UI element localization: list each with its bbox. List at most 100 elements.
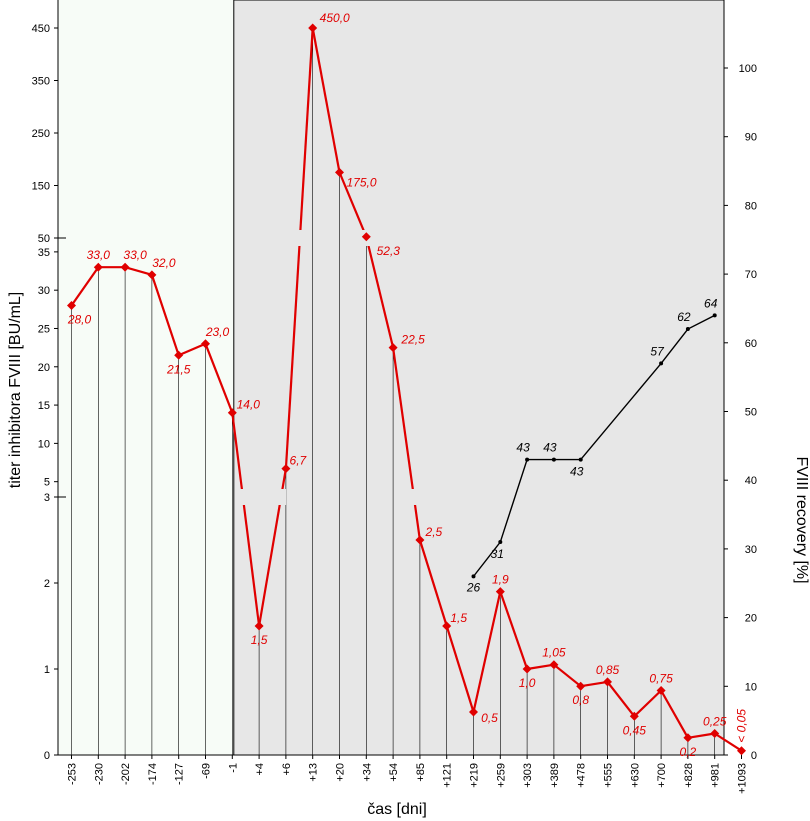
titer-data-label: 23,0 [205,325,230,339]
titer-line-segment [714,732,743,752]
titer-line-segment [606,681,636,717]
x-tick-label: +630 [629,763,641,788]
titer-point [522,664,532,674]
y-tick-label: 30 [38,285,50,297]
x-tick-label: +4 [254,763,266,776]
x-tick-label: +555 [603,763,615,788]
titer-data-label: 14,0 [237,398,261,412]
tick-labels: 0123510152025303550150250350450010203040… [32,23,757,794]
titer-line-segment [231,412,261,627]
x-tick-label: -202 [120,763,132,785]
titer-point [388,343,398,353]
x-tick-label: -253 [67,763,79,785]
titer-line-segment [660,689,689,739]
titer-point [147,270,157,280]
y2-tick-label: 0 [751,750,757,762]
y2-tick-label: 100 [739,63,757,75]
titer-data-label: 0,75 [649,672,673,686]
recovery-point [525,457,530,462]
titer-data-label: 6,7 [290,454,308,468]
y-tick-label: 50 [38,233,50,245]
axes [57,0,725,756]
titer-point [281,464,291,474]
titer-line-segment [178,342,206,357]
titer-point [442,621,452,631]
x-tick-label: +85 [415,763,427,782]
recovery-data-label: 57 [650,344,665,358]
titer-line-segment [580,680,608,688]
axis-break-gap [237,489,248,505]
recovery-point [685,327,690,332]
x-tick-label: +303 [522,763,534,788]
y-tick-label: 350 [32,76,50,88]
y-tick-label: 3 [44,492,50,504]
y-tick-label: 10 [38,438,50,450]
y-tick-label: 450 [32,23,50,35]
titer-point [710,729,720,738]
titer-data-label: 0,85 [596,663,620,677]
y-tick-label: 35 [38,247,50,259]
titer-data-label: 1,05 [542,646,566,660]
titer-data-label: 0,8 [572,693,589,707]
y-axis-title: titer inhibitora FVIII [BU/mL] [7,292,24,489]
y-tick-label: 15 [38,400,50,412]
y-tick-label: 25 [38,323,50,335]
titer-line-segment [338,171,368,238]
titer-line-segment [472,591,502,713]
titer-point [737,746,746,756]
titer-point [361,232,371,242]
recovery-point [551,457,556,462]
titer-line-segment [70,266,100,307]
titer-data-label: 0,2 [680,745,697,759]
recovery-data-label: 31 [491,547,504,561]
titer-line-segment [392,347,421,541]
axis-break-gap [408,489,419,505]
titer-data-label: 0,45 [623,723,647,737]
y2-tick-label: 90 [745,132,757,144]
titer-point [415,535,425,545]
recovery-point [659,361,664,366]
axis-break-gap [276,489,287,505]
titer-line-segment [284,27,314,469]
x-tick-label: -127 [174,763,186,785]
recovery-data-label: 43 [516,441,530,455]
recovery-data-label: 64 [704,296,718,310]
y2-tick-label: 60 [745,338,757,350]
titer-data-label: 33,0 [87,248,111,262]
y-tick-label: 20 [38,362,50,374]
x-tick-label: +981 [710,763,722,788]
titer-data-label: 1,5 [450,611,467,625]
titer-data-label: 2,5 [425,525,443,539]
recovery-line [472,314,716,577]
titer-line-segment [445,625,475,713]
titer-data-label: 33,0 [123,248,147,262]
titer-point [308,23,318,33]
y-tick-label: 250 [32,128,50,140]
titer-series: 28,0 33,0 33,0 32,0 21,5 23,0 14,0 1,5 6,7 450,0 1… [67,11,749,759]
titer-point [469,707,478,717]
recovery-point [471,574,476,579]
titer-line-segment [687,732,715,739]
titer-point [227,408,237,418]
titer-data-label: 175,0 [346,175,376,189]
y2-tick-label: 30 [745,544,757,556]
x-tick-label: +20 [335,763,347,782]
x-tick-label: +828 [683,763,695,788]
titer-point [120,262,130,272]
recovery-series: 26 31 43 43 43 57 62 64 [466,296,718,594]
x-tick-label: +219 [469,763,481,788]
titer-data-label: < 0,05 [735,709,749,743]
x-tick-label: +478 [576,763,588,788]
y2-tick-label: 50 [745,407,757,419]
x-tick-label: +54 [388,763,400,782]
y-tick-label: 2 [44,578,50,590]
titer-data-label: 52,3 [377,244,401,258]
titer-line-segment [526,663,555,671]
recovery-point [498,540,503,545]
titer-data-label: 0,25 [703,715,727,729]
x-tick-label: +34 [361,763,373,782]
x-tick-label: +389 [549,763,561,788]
recovery-data-label: 43 [570,465,584,479]
recovery-data-label: 43 [543,441,557,455]
